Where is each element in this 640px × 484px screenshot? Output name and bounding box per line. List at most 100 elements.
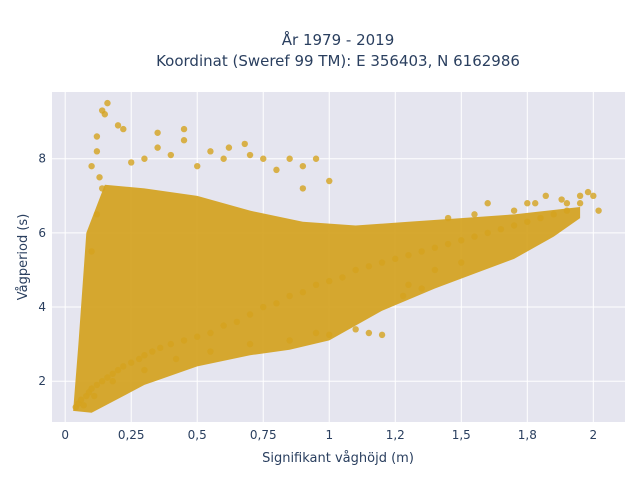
- data-point: [576, 200, 584, 207]
- y-tick-label: 4: [38, 300, 46, 314]
- data-point: [172, 355, 180, 363]
- data-point: [128, 159, 135, 166]
- data-point: [246, 151, 254, 159]
- data-point: [365, 329, 373, 337]
- data-point: [88, 162, 95, 170]
- data-point: [524, 218, 531, 225]
- data-point: [207, 148, 214, 155]
- data-points: [72, 99, 602, 413]
- data-point: [444, 240, 452, 248]
- data-point: [93, 381, 101, 389]
- data-point: [246, 311, 254, 318]
- y-tick-label: 2: [38, 374, 46, 388]
- data-point: [352, 266, 359, 274]
- data-point: [365, 263, 373, 270]
- data-point: [378, 331, 386, 339]
- x-tick-label: 1,8: [518, 428, 537, 442]
- data-point: [584, 188, 592, 196]
- data-point: [167, 340, 175, 348]
- data-point: [246, 340, 254, 348]
- data-point: [378, 259, 386, 266]
- data-point: [154, 129, 161, 136]
- data-point: [241, 140, 248, 148]
- data-point: [471, 233, 478, 240]
- data-point: [180, 337, 188, 344]
- data-point: [135, 355, 143, 363]
- data-point: [510, 222, 518, 229]
- data-point: [444, 214, 452, 222]
- data-point: [109, 378, 116, 385]
- data-point: [550, 211, 557, 218]
- data-point: [180, 137, 188, 144]
- data-point: [260, 303, 267, 311]
- data-point: [141, 366, 148, 374]
- data-point: [563, 200, 571, 207]
- data-point: [299, 162, 307, 170]
- data-point: [93, 133, 101, 140]
- data-point: [537, 214, 544, 222]
- data-point: [576, 192, 584, 200]
- x-tick-label: 1: [325, 428, 333, 442]
- data-point: [128, 359, 135, 366]
- data-point: [180, 125, 188, 133]
- data-point: [91, 392, 98, 400]
- data-point: [220, 322, 227, 329]
- data-point: [392, 255, 399, 263]
- data-point: [542, 192, 549, 200]
- data-point: [405, 251, 412, 259]
- x-tick-label: 0: [61, 428, 69, 442]
- data-point: [109, 370, 116, 377]
- data-point: [590, 192, 597, 200]
- y-tick-label: 6: [38, 226, 46, 240]
- data-point: [194, 333, 201, 340]
- data-point: [418, 285, 425, 292]
- data-point: [524, 200, 531, 207]
- data-point: [149, 348, 156, 355]
- data-point: [220, 155, 227, 162]
- data-point: [96, 174, 103, 181]
- data-point: [88, 385, 95, 392]
- tick-labels: 0 0,25 0,5 0,75 1 1,2 1,5 1,8 2 2 4 6 8: [38, 152, 597, 442]
- data-point: [497, 225, 505, 233]
- data-point: [510, 207, 518, 214]
- data-point: [93, 148, 101, 155]
- data-point: [141, 352, 148, 359]
- data-point: [299, 185, 307, 192]
- data-point: [484, 200, 491, 207]
- data-point: [154, 144, 161, 151]
- data-point: [80, 402, 87, 409]
- data-point: [93, 211, 101, 218]
- data-point: [104, 374, 111, 381]
- data-point: [207, 348, 214, 355]
- data-point: [120, 125, 127, 133]
- data-point: [532, 200, 539, 207]
- data-point: [157, 344, 164, 352]
- data-point: [207, 329, 214, 337]
- data-point: [273, 166, 280, 174]
- chart-title: År 1979 - 2019: [282, 30, 395, 49]
- x-tick-label: 1,2: [386, 428, 405, 442]
- data-point: [484, 229, 491, 237]
- data-point: [431, 244, 439, 251]
- data-point: [326, 177, 333, 185]
- data-point: [458, 259, 465, 266]
- data-point: [88, 248, 95, 255]
- data-point: [98, 185, 106, 192]
- data-point: [273, 300, 280, 307]
- data-point: [114, 366, 122, 374]
- x-tick-label: 0,75: [250, 428, 277, 442]
- data-point: [405, 281, 412, 289]
- x-tick-label: 0,5: [188, 428, 207, 442]
- data-point: [286, 292, 293, 300]
- data-point: [312, 155, 320, 162]
- data-point: [595, 207, 602, 214]
- point-cloud: [73, 184, 581, 413]
- data-point: [286, 337, 293, 344]
- data-point: [120, 363, 127, 370]
- data-point: [326, 277, 333, 285]
- data-point: [104, 99, 111, 107]
- data-point: [312, 281, 320, 289]
- data-point: [286, 155, 293, 162]
- data-point: [418, 248, 425, 255]
